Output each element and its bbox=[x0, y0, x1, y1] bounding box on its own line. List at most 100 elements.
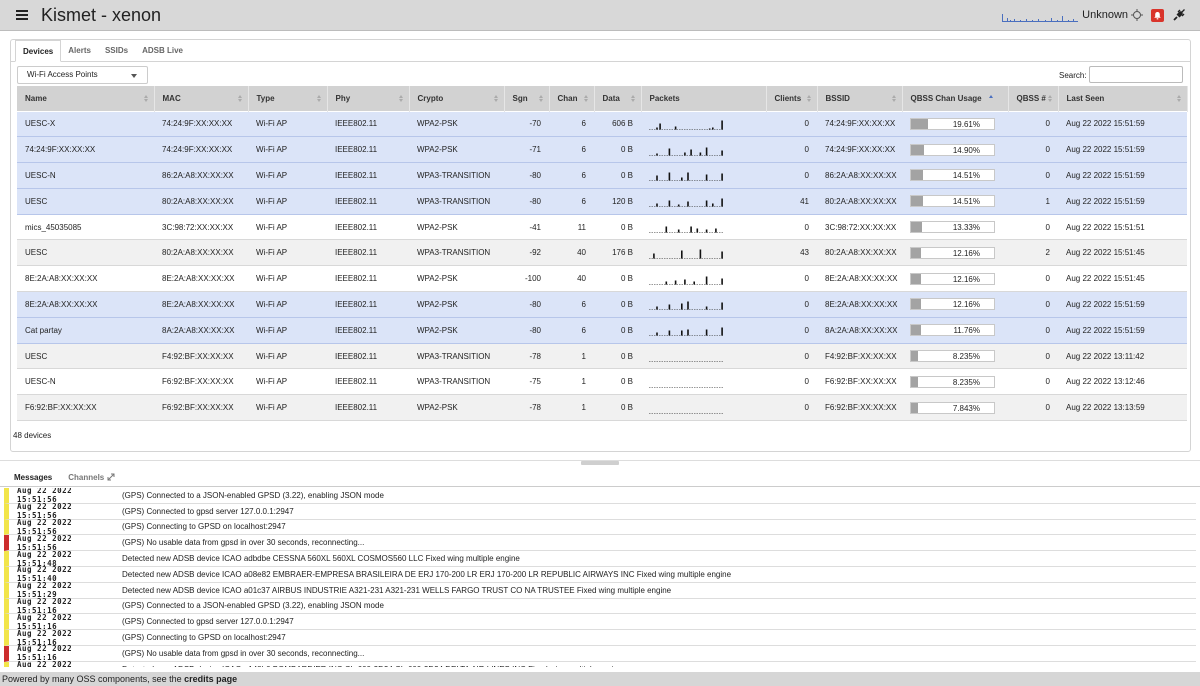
qbss-usage-label: 19.61% bbox=[952, 119, 980, 129]
column-header-last-seen[interactable]: Last Seen bbox=[1058, 86, 1188, 111]
column-header-type[interactable]: Type bbox=[248, 86, 328, 111]
column-header-data[interactable]: Data bbox=[594, 86, 642, 111]
cell-crypto: WPA3-TRANSITION bbox=[409, 368, 504, 396]
table-row[interactable]: UESC 80:2A:A8:XX:XX:XX Wi-Fi AP IEEE802.11 W… bbox=[17, 239, 1187, 267]
column-header-bssid[interactable]: BSSID bbox=[817, 86, 903, 111]
table-row[interactable]: 8E:2A:A8:XX:XX:XX 8E:2A:A8:XX:XX:XX Wi-Fi … bbox=[17, 291, 1187, 318]
column-header-packets[interactable]: Packets bbox=[641, 86, 767, 111]
cell-data: 0 B bbox=[594, 291, 641, 318]
cell-data: 0 B bbox=[594, 394, 641, 422]
plug-connected-icon[interactable] bbox=[1172, 8, 1186, 22]
sort-icon bbox=[1047, 95, 1053, 102]
splitter-grip-handle[interactable] bbox=[581, 461, 619, 465]
cell-type: Wi-Fi AP bbox=[248, 162, 327, 189]
table-row[interactable]: UESC-X 74:24:9F:XX:XX:XX Wi-Fi AP IEEE802.1… bbox=[17, 110, 1187, 138]
packet-bar bbox=[687, 329, 689, 336]
cell-crypto: WPA2-PSK bbox=[409, 213, 504, 241]
table-row[interactable]: 74:24:9F:XX:XX:XX 74:24:9F:XX:XX:XX Wi-Fi … bbox=[17, 136, 1187, 164]
qbss-usage-fill bbox=[911, 247, 922, 258]
menu-icon[interactable] bbox=[16, 10, 28, 20]
table-row[interactable]: Cat partay 8A:2A:A8:XX:XX:XX Wi-Fi AP IEEE8… bbox=[17, 316, 1187, 344]
cell-data: 606 B bbox=[594, 110, 641, 138]
qbss-usage-fill bbox=[911, 144, 924, 155]
packet-bar bbox=[721, 251, 723, 259]
tab-adsb-live[interactable]: ADSB Live bbox=[142, 46, 183, 55]
tab-ssids[interactable]: SSIDs bbox=[104, 46, 129, 55]
qbss-usage-bar: 7.843% bbox=[910, 401, 995, 414]
packet-bar bbox=[705, 174, 708, 181]
cell-data: 0 B bbox=[594, 342, 641, 370]
cell-name: Cat partay bbox=[17, 316, 154, 344]
cell-name: mics_45035085 bbox=[17, 213, 154, 241]
table-row[interactable]: 8E:2A:A8:XX:XX:XX 8E:2A:A8:XX:XX:XX Wi-Fi … bbox=[17, 265, 1187, 293]
cell-last_seen: Aug 22 2022 15:51:59 bbox=[1058, 316, 1187, 344]
message-item: Aug 22 2022 15:51:16 (GPS) Connected to g… bbox=[4, 613, 1196, 631]
message-log[interactable]: Aug 22 2022 15:51:56 (GPS) Connected to a… bbox=[4, 488, 1196, 667]
message-text: (GPS) No usable data from gpsd in over 3… bbox=[122, 538, 365, 548]
packet-bar bbox=[665, 226, 668, 233]
packet-bar bbox=[681, 177, 683, 181]
table-row[interactable]: UESC-N F6:92:BF:XX:XX:XX Wi-Fi AP IEEE802.1… bbox=[17, 368, 1187, 396]
cell-bssid: 3C:98:72:XX:XX:XX bbox=[817, 213, 902, 241]
cell-bssid: 80:2A:A8:XX:XX:XX bbox=[817, 239, 902, 267]
device-view-select[interactable]: Wi-Fi Access Points bbox=[17, 66, 148, 84]
tab-channels[interactable]: Channels bbox=[60, 469, 122, 486]
devices-panel: Devices Alerts SSIDs ADSB Live Wi-Fi Acc… bbox=[10, 39, 1191, 452]
cell-type: Wi-Fi AP bbox=[248, 265, 327, 293]
column-header-qbss-chan-usage[interactable]: QBSS Chan Usage bbox=[902, 86, 1009, 111]
column-header-qbss-[interactable]: QBSS # bbox=[1008, 86, 1059, 111]
message-item: Aug 22 2022 15:51:16 (GPS) Connected to a… bbox=[4, 597, 1196, 615]
column-header-label: Type bbox=[256, 93, 275, 103]
credits-link[interactable]: credits page bbox=[184, 674, 238, 684]
message-timestamp: Aug 22 2022 15:51:56 bbox=[17, 502, 73, 521]
search-input[interactable] bbox=[1089, 66, 1183, 83]
tab-alerts[interactable]: Alerts bbox=[68, 46, 91, 55]
column-header-clients[interactable]: Clients bbox=[766, 86, 818, 111]
packet-bar bbox=[677, 229, 680, 233]
column-header-name[interactable]: Name bbox=[17, 86, 155, 111]
cell-name: UESC-X bbox=[17, 110, 154, 138]
cell-data: 176 B bbox=[594, 239, 641, 267]
packet-bar bbox=[687, 172, 689, 181]
sort-icon bbox=[1176, 95, 1182, 102]
cell-phy: IEEE802.11 bbox=[327, 291, 409, 318]
qbss-usage-label: 13.33% bbox=[952, 223, 980, 233]
column-header-mac[interactable]: MAC bbox=[154, 86, 249, 111]
column-header-phy[interactable]: Phy bbox=[327, 86, 410, 111]
cell-phy: IEEE802.11 bbox=[327, 213, 409, 241]
table-row[interactable]: UESC 80:2A:A8:XX:XX:XX Wi-Fi AP IEEE802.11 W… bbox=[17, 187, 1187, 215]
packet-bar bbox=[656, 175, 658, 181]
cell-sgn: -70 bbox=[504, 110, 549, 138]
cell-qbss_n: 0 bbox=[1008, 162, 1058, 189]
cell-data: 0 B bbox=[594, 162, 641, 189]
packet-bar bbox=[653, 253, 655, 259]
table-row[interactable]: F6:92:BF:XX:XX:XX F6:92:BF:XX:XX:XX Wi-Fi … bbox=[17, 394, 1187, 422]
message-item: Aug 22 2022 15:50:55 Detected new ADSB de… bbox=[4, 660, 1196, 667]
alert-bell-icon[interactable] bbox=[1151, 8, 1164, 22]
cell-chan: 6 bbox=[549, 136, 594, 164]
expand-icon[interactable] bbox=[107, 473, 115, 481]
cell-crypto: WPA2-PSK bbox=[409, 394, 504, 422]
table-row[interactable]: UESC-N 86:2A:A8:XX:XX:XX Wi-Fi AP IEEE802.1… bbox=[17, 162, 1187, 189]
table-row[interactable]: mics_45035085 3C:98:72:XX:XX:XX Wi-Fi AP IE… bbox=[17, 213, 1187, 241]
packet-bar bbox=[668, 330, 671, 336]
packet-bar bbox=[708, 128, 711, 130]
crosshair-icon[interactable] bbox=[1131, 9, 1143, 21]
panel-splitter[interactable] bbox=[0, 460, 1200, 465]
message-text: (GPS) Connected to a JSON-enabled GPSD (… bbox=[122, 601, 384, 611]
cell-sgn: -78 bbox=[504, 394, 549, 422]
column-header-chan[interactable]: Chan bbox=[549, 86, 595, 111]
table-row[interactable]: UESC F4:92:BF:XX:XX:XX Wi-Fi AP IEEE802.11 W… bbox=[17, 342, 1187, 370]
message-item: Aug 22 2022 15:51:29 Detected new ADSB de… bbox=[4, 581, 1196, 599]
gps-status[interactable]: Unknown bbox=[1082, 9, 1128, 21]
qbss-usage-label: 14.90% bbox=[952, 145, 980, 155]
column-header-sgn[interactable]: Sgn bbox=[504, 86, 550, 111]
cell-mac: 86:2A:A8:XX:XX:XX bbox=[154, 162, 248, 189]
packet-sparkline bbox=[649, 198, 723, 208]
cell-qbss-usage: 7.843% bbox=[902, 394, 1008, 422]
tab-messages[interactable]: Messages bbox=[14, 473, 53, 482]
cell-last_seen: Aug 22 2022 15:51:59 bbox=[1058, 187, 1187, 215]
cell-clients: 0 bbox=[766, 291, 817, 318]
tab-devices[interactable]: Devices bbox=[15, 40, 62, 62]
column-header-crypto[interactable]: Crypto bbox=[409, 86, 505, 111]
